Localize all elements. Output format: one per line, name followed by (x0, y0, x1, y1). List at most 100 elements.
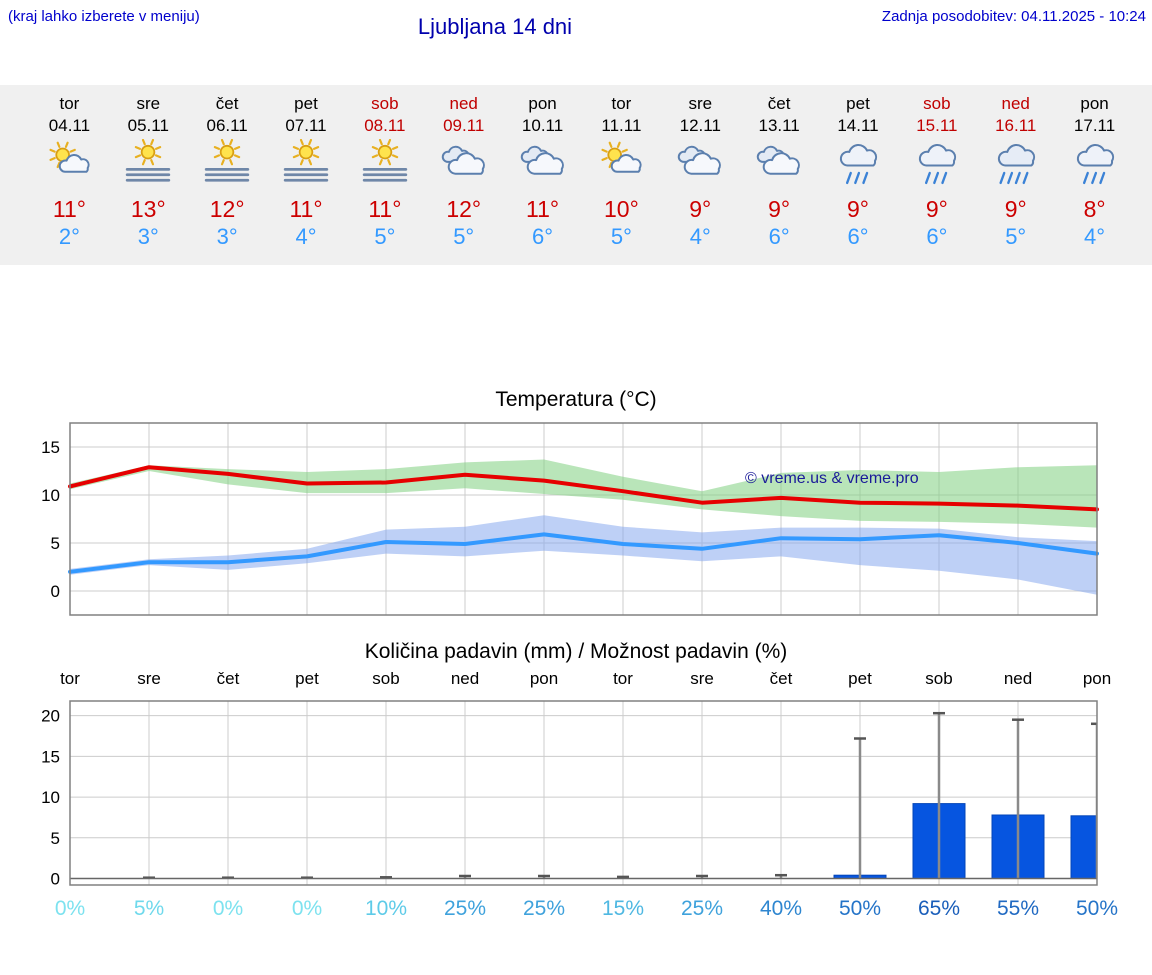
forecast-day-12.11[interactable]: sre 12.11 9° 4° (661, 93, 740, 265)
temperature-section: Temperatura (°C) 0 5 10 15 © vreme.us & vrem… (0, 387, 1152, 627)
precip-probability: 50% (1075, 897, 1119, 920)
precip-probability: 25% (522, 897, 566, 920)
day-max-temp: 9° (1004, 196, 1027, 222)
day-name: sob (371, 94, 399, 113)
day-date: 04.11 (48, 116, 91, 135)
page-title: Ljubljana 14 dni (417, 14, 573, 39)
day-max-temp: 12° (209, 196, 245, 222)
watermark-text: © vreme.us & vreme.pro (745, 470, 919, 487)
svg-text:10: 10 (41, 788, 60, 807)
menu-hint-text: (kraj lahko izberete v meniju) (8, 8, 200, 25)
sun-fog-icon (109, 138, 188, 193)
precip-chart-title: Količina padavin (mm) / Možnost padavin … (364, 640, 788, 663)
day-min-temp: 5° (1005, 224, 1027, 249)
day-max-temp: 11° (368, 196, 402, 222)
forecast-day-17.11[interactable]: pon 17.11 8° 4° (1055, 93, 1134, 265)
precip-probability: 5% (133, 897, 165, 920)
partly-sunny-icon (582, 139, 661, 193)
forecast-day-04.11[interactable]: tor 04.11 11° 2° (30, 93, 109, 265)
day-min-temp: 5° (374, 224, 396, 249)
min-temp-line (68, 532, 1099, 574)
day-name: pet (294, 94, 318, 113)
precip-probability: 50% (838, 897, 882, 920)
precipitation-chart: 0 5 10 15 20 (41, 700, 1098, 888)
forecast-day-14.11[interactable]: pet 14.11 9° 6° (819, 93, 898, 265)
day-min-temp: 5° (610, 224, 632, 249)
forecast-day-16.11[interactable]: ned 16.11 9° 5° (976, 93, 1055, 265)
temperature-chart: 0 5 10 15 © vreme.us & vreme.pro (41, 422, 1099, 616)
day-min-temp: 6° (768, 224, 790, 249)
day-min-temp: 3° (137, 224, 159, 249)
rain-icon (819, 139, 898, 193)
forecast-day-09.11[interactable]: ned 09.11 12° 5° (424, 93, 503, 265)
day-max-temp: 9° (925, 196, 948, 222)
day-date: 13.11 (758, 116, 800, 135)
svg-text:15: 15 (41, 438, 60, 457)
day-name: sre (136, 94, 161, 113)
precip-day-label: čet (769, 669, 793, 688)
day-min-temp: 5° (453, 224, 475, 249)
day-name: sob (923, 94, 951, 113)
day-name: sre (688, 94, 713, 113)
precip-probability: 0% (291, 897, 323, 920)
day-date: 15.11 (916, 116, 958, 135)
forecast-day-07.11[interactable]: pet 07.11 11° 4° (267, 93, 346, 265)
svg-text:10: 10 (41, 486, 60, 505)
precip-day-label: sob (372, 669, 400, 688)
day-min-temp: 4° (295, 224, 317, 249)
precip-probability: 55% (996, 897, 1040, 920)
svg-text:20: 20 (41, 707, 60, 726)
day-max-temp: 13° (130, 196, 166, 222)
day-max-temp: 9° (846, 196, 869, 222)
day-name: čet (215, 94, 239, 113)
day-date: 06.11 (206, 116, 248, 135)
forecast-day-13.11[interactable]: čet 13.11 9° 6° (740, 93, 819, 265)
day-date: 17.11 (1073, 116, 1116, 135)
forecast-day-08.11[interactable]: sob 08.11 11° 5° (345, 93, 424, 265)
heavy-rain-icon (976, 139, 1055, 193)
svg-text:0: 0 (51, 869, 60, 888)
day-date: 07.11 (285, 116, 327, 135)
forecast-day-06.11[interactable]: čet 06.11 12° 3° (188, 93, 267, 265)
day-name: pon (528, 94, 557, 113)
day-min-temp: 6° (926, 224, 948, 249)
max-temp-line (68, 465, 1099, 512)
precip-probability-row: 0% 5% 0% 0% 10% 25% 25% 15% 25% 40% 50% 65% 55% 50% (0, 897, 1152, 929)
precip-probability: 10% (364, 897, 408, 920)
precip-probability: 15% (601, 897, 645, 920)
temperature-chart-title: Temperatura (°C) (495, 388, 657, 411)
forecast-day-05.11[interactable]: sre 05.11 13° 3° (109, 93, 188, 265)
svg-text:5: 5 (51, 829, 60, 848)
day-date: 16.11 (995, 116, 1037, 135)
day-min-temp: 6° (532, 224, 554, 249)
precip-day-label: tor (60, 669, 80, 688)
rain-icon (897, 139, 976, 193)
forecast-strip: tor 04.11 11° 2° sre 05.11 13° 3° čet 06.11 12° 3° p… (0, 85, 1152, 265)
day-date: 10.11 (521, 116, 564, 135)
forecast-day-10.11[interactable]: pon 10.11 11° 6° (503, 93, 582, 265)
day-max-temp: 9° (768, 196, 791, 222)
partly-sunny-icon (30, 139, 109, 193)
day-date: 09.11 (443, 116, 485, 135)
cloudy-icon (661, 139, 740, 193)
header: (kraj lahko izberete v meniju) Ljubljana… (0, 0, 1152, 85)
day-min-temp: 4° (1084, 224, 1106, 249)
day-max-temp: 8° (1083, 196, 1106, 222)
day-name: pet (846, 94, 870, 113)
precip-day-label: ned (450, 669, 480, 688)
day-min-temp: 3° (216, 224, 238, 249)
precip-day-label: pon (529, 669, 559, 688)
forecast-day-11.11[interactable]: tor 11.11 10° 5° (582, 93, 661, 265)
precip-probability: 25% (680, 897, 724, 920)
cloudy-icon (740, 139, 819, 193)
day-date: 14.11 (837, 116, 879, 135)
day-max-temp: 9° (689, 196, 712, 222)
cloudy-icon (503, 139, 582, 193)
forecast-day-15.11[interactable]: sob 15.11 9° 6° (897, 93, 976, 265)
day-name: tor (59, 94, 80, 113)
precip-day-labels: tor sre čet pet sob ned pon tor sre čet pet sob ned p… (0, 669, 1152, 693)
svg-text:15: 15 (41, 747, 60, 766)
min-temp-range-band (70, 515, 1097, 595)
sun-fog-icon (267, 138, 346, 193)
precip-day-label: čet (216, 669, 240, 688)
